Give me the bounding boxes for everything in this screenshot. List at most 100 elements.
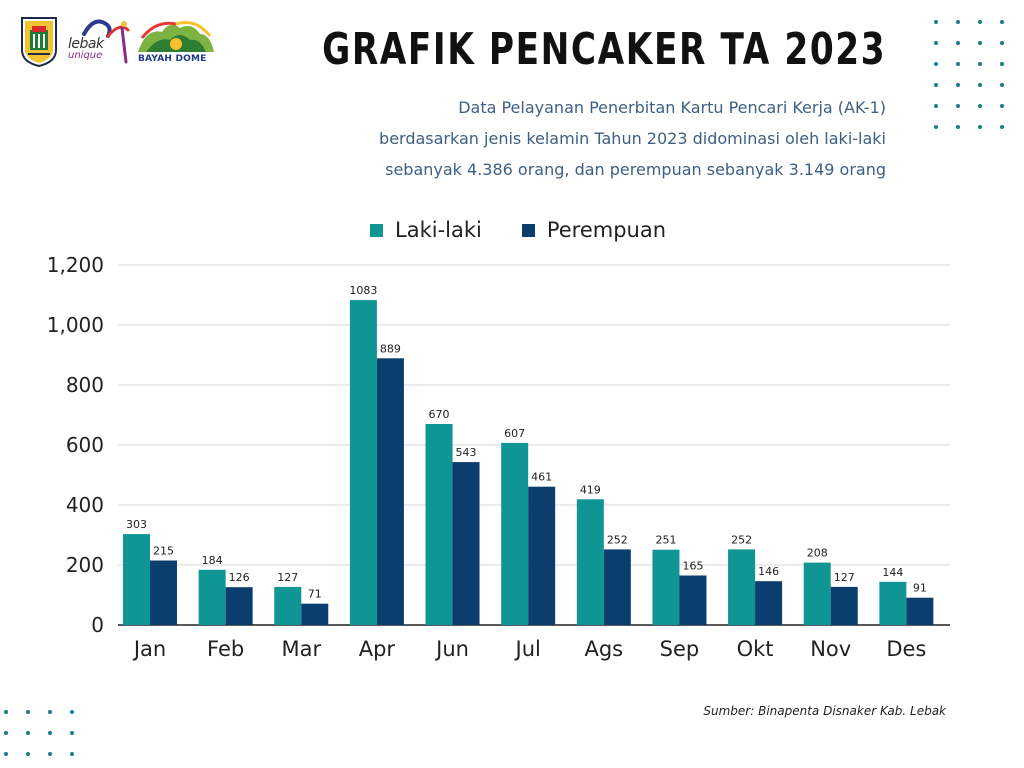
data-label: 1083 xyxy=(349,284,377,297)
x-tick-label: Sep xyxy=(660,637,700,661)
decorative-dot xyxy=(978,125,982,129)
decorative-dot xyxy=(1000,41,1004,45)
x-tick-label: Feb xyxy=(207,637,244,661)
data-label: 607 xyxy=(504,427,525,440)
x-tick-label: Jul xyxy=(514,637,541,661)
x-tick-label: Mar xyxy=(281,637,321,661)
data-label: 251 xyxy=(655,534,676,547)
decorative-dot xyxy=(956,62,960,66)
x-tick-label: Ags xyxy=(584,637,623,661)
x-tick-label: Apr xyxy=(359,637,396,661)
decorative-dot xyxy=(956,104,960,108)
bar-perempuan xyxy=(528,486,556,625)
chart-subtitle: Data Pelayanan Penerbitan Kartu Pencari … xyxy=(246,92,886,185)
legend-item-perempuan: Perempuan xyxy=(521,218,667,242)
decorative-dot xyxy=(26,731,30,735)
bayah-dome-logo-word: BAYAH DOME xyxy=(138,54,207,64)
bar-perempuan xyxy=(830,586,858,625)
data-label: 184 xyxy=(202,554,223,567)
x-tick-label: Nov xyxy=(810,637,851,661)
y-tick-label: 200 xyxy=(66,553,104,577)
data-label: 670 xyxy=(429,408,450,421)
data-label: 71 xyxy=(308,588,322,601)
decorative-dot xyxy=(70,752,74,756)
data-label: 252 xyxy=(731,533,752,546)
y-tick-label: 600 xyxy=(66,433,104,457)
y-tick-label: 800 xyxy=(66,373,104,397)
decorative-dot xyxy=(934,62,938,66)
bar-perempuan xyxy=(376,358,404,625)
decorative-dot xyxy=(956,20,960,24)
decorative-dot xyxy=(934,20,938,24)
decorative-dot xyxy=(4,710,8,714)
lebak-crest-logo xyxy=(21,17,57,68)
data-label: 461 xyxy=(531,471,552,484)
decorative-dot xyxy=(1000,104,1004,108)
decorative-dot xyxy=(934,83,938,87)
decorative-dot xyxy=(978,41,982,45)
x-tick-label: Jun xyxy=(434,637,469,661)
y-tick-label: 1,200 xyxy=(47,253,104,277)
bar-laki-laki xyxy=(728,549,756,625)
x-tick-label: Des xyxy=(886,637,926,661)
legend-swatch-perempuan xyxy=(521,223,535,237)
bar-perempuan xyxy=(150,560,177,625)
decorative-dot xyxy=(48,731,52,735)
subtitle-line: sebanyak 4.386 orang, dan perempuan seba… xyxy=(385,160,886,179)
data-label: 208 xyxy=(807,547,828,560)
decorative-dot xyxy=(956,125,960,129)
legend-label-laki-laki: Laki-laki xyxy=(395,218,482,242)
legend-label-perempuan: Perempuan xyxy=(546,218,667,242)
decorative-dot xyxy=(48,752,52,756)
bar-perempuan xyxy=(755,581,783,625)
legend-item-laki-laki: Laki-laki xyxy=(370,218,482,242)
data-label: 215 xyxy=(153,545,174,558)
data-label: 165 xyxy=(682,560,703,573)
bar-perempuan xyxy=(906,597,934,625)
y-tick-label: 1,000 xyxy=(47,313,104,337)
decorative-dot xyxy=(4,752,8,756)
decorative-dot xyxy=(956,83,960,87)
bar-laki-laki xyxy=(501,442,529,625)
decorative-dot xyxy=(978,62,982,66)
logo-group: lebak unique BAYAH DOME xyxy=(20,14,220,70)
decorative-dot xyxy=(978,20,982,24)
bar-laki-laki xyxy=(274,586,302,625)
bar-laki-laki xyxy=(803,562,831,625)
chart-legend: Laki-laki Perempuan xyxy=(370,216,666,244)
x-tick-label: Okt xyxy=(737,637,774,661)
data-label: 146 xyxy=(758,565,779,578)
source-note: Sumber: Binapenta Disnaker Kab. Lebak xyxy=(703,704,946,718)
bar-perempuan xyxy=(603,549,631,625)
data-label: 543 xyxy=(456,446,477,459)
data-label: 889 xyxy=(380,342,401,355)
y-tick-label: 400 xyxy=(66,493,104,517)
decorative-dot xyxy=(1000,20,1004,24)
subtitle-line: Data Pelayanan Penerbitan Kartu Pencari … xyxy=(458,98,886,117)
bar-laki-laki xyxy=(652,549,680,625)
decorative-dot xyxy=(1000,62,1004,66)
x-tick-label: Jan xyxy=(132,637,166,661)
decorative-dot xyxy=(978,83,982,87)
subtitle-line: berdasarkan jenis kelamin Tahun 2023 did… xyxy=(379,129,886,148)
decorative-dot-grid-bottom-left xyxy=(4,710,84,768)
bar-laki-laki xyxy=(198,569,226,625)
data-label: 127 xyxy=(834,571,855,584)
decorative-dot-grid-top-right xyxy=(934,20,1014,132)
decorative-dot xyxy=(978,104,982,108)
decorative-dot xyxy=(26,710,30,714)
decorative-dot xyxy=(1000,83,1004,87)
bar-perempuan xyxy=(225,587,253,625)
bar-laki-laki xyxy=(349,300,377,625)
chart-title: GRAFIK PENCAKER TA 2023 xyxy=(321,24,886,75)
y-tick-label: 0 xyxy=(91,613,104,637)
bar-laki-laki xyxy=(879,581,907,625)
decorative-dot xyxy=(934,41,938,45)
decorative-dot xyxy=(70,710,74,714)
data-label: 303 xyxy=(126,518,147,531)
bayah-dome-logo xyxy=(138,21,214,52)
data-label: 252 xyxy=(607,533,628,546)
decorative-dot xyxy=(4,731,8,735)
lebak-unique-logo xyxy=(82,19,130,64)
decorative-dot xyxy=(48,710,52,714)
